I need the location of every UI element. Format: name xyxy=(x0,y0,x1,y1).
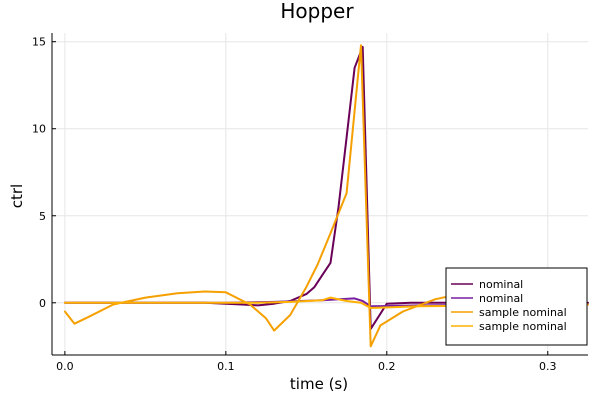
axes xyxy=(51,33,588,356)
legend-entry-label: nominal xyxy=(479,278,523,291)
series-line-4 xyxy=(63,296,589,309)
legend-box xyxy=(445,267,588,346)
x-axis-label: time (s) xyxy=(290,375,348,393)
series-layer xyxy=(63,44,589,348)
legend-entry-label: sample nominal xyxy=(479,320,567,333)
x-tick-label: 0.0 xyxy=(56,360,74,373)
x-tick-label: 0.1 xyxy=(217,360,235,373)
x-tick-label: 0.3 xyxy=(539,360,557,373)
y-tick-label: 5 xyxy=(39,210,46,223)
y-tick-label: 10 xyxy=(32,123,46,136)
y-tick-label: 15 xyxy=(32,36,46,49)
y-axis-label: ctrl xyxy=(8,184,26,208)
legend-entry-label: sample nominal xyxy=(479,306,567,319)
y-tick-label: 0 xyxy=(39,297,46,310)
legend-entry-label: nominal xyxy=(479,292,523,305)
x-tick-label: 0.2 xyxy=(378,360,396,373)
ticks: 0.0 0.1 0.2 0.3 0 5 10 15 xyxy=(32,36,557,373)
chart-title: Hopper xyxy=(280,0,354,23)
series-line-3 xyxy=(63,44,485,348)
